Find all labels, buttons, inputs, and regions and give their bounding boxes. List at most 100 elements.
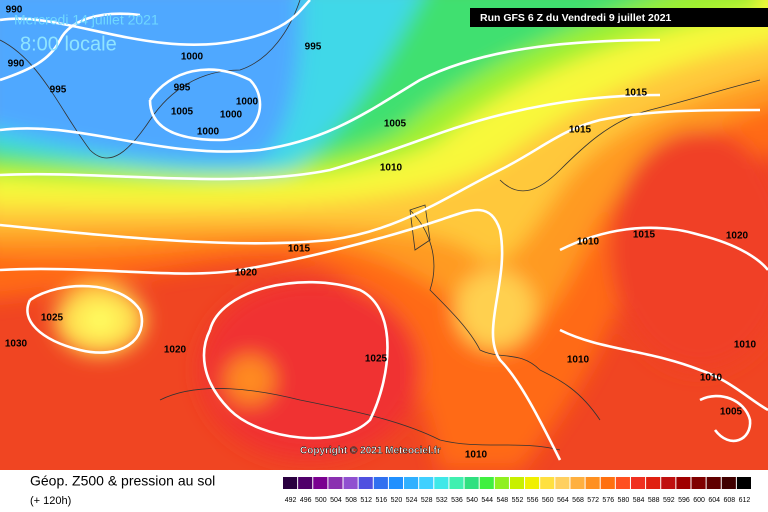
isobar-label: 1010 [380,163,403,174]
color-legend: 492 496 500 504 508 512 516 520 524 528 532 536 540 5… [283,477,751,504]
isobar-label: 990 [8,59,25,70]
legend-label: 528 [421,497,433,504]
isobar-label: 1005 [720,407,743,418]
isobar-label: 1010 [577,237,600,248]
legend-label: 544 [481,497,493,504]
isobar-label: 1010 [700,373,723,384]
legend-label: 564 [557,497,569,504]
legend-swatch [691,477,706,489]
isobar-label: 1025 [41,313,64,324]
isobar-label: 1000 [220,110,243,121]
legend-swatch [419,477,434,489]
legend-swatch [721,477,736,489]
legend-label: 584 [633,497,645,504]
legend-label: 512 [360,497,372,504]
legend-swatch [373,477,388,489]
legend-swatch [404,477,419,489]
legend-swatch [298,477,313,489]
isobar-label: 1020 [726,231,749,242]
isobar-label: 1025 [365,354,388,365]
legend-swatch [615,477,630,489]
map-field [0,0,768,470]
legend-swatch [388,477,404,489]
legend-label: 524 [406,497,418,504]
legend-label: 540 [466,497,478,504]
run-label: Run GFS 6 Z du Vendredi 9 juillet 2021 [480,12,672,24]
legend-swatch [525,477,540,489]
legend-swatch [540,477,555,489]
legend-label: 576 [602,497,614,504]
legend-label: 548 [497,497,509,504]
legend-label: 500 [315,497,327,504]
isobar-label: 1010 [567,355,590,366]
legend-swatch [449,477,464,489]
legend-label: 496 [300,497,312,504]
legend-swatch [570,477,585,489]
legend-swatch [328,477,343,489]
legend-label: 588 [648,497,660,504]
legend-label: 556 [527,497,539,504]
isobar-label: 1015 [288,244,311,255]
legend-label: 600 [693,497,705,504]
legend-label: 516 [375,497,387,504]
legend-swatch [555,477,570,489]
isobar-label: 1015 [569,125,592,136]
legend-label: 508 [345,497,357,504]
legend-label: 608 [723,497,735,504]
isobar-label: 1020 [235,268,258,279]
legend-swatch [343,477,358,489]
legend-swatch [736,477,751,489]
legend-swatch [630,477,646,489]
run-box [470,8,768,27]
isobar-label: 1010 [734,340,757,351]
isobar-label: 995 [305,42,322,53]
legend-label: 596 [678,497,690,504]
legend-label: 536 [451,497,463,504]
isobar-label: 1005 [171,107,194,118]
footer-lead: (+ 120h) [30,495,71,507]
legend-swatch [600,477,615,489]
legend-swatch [358,477,373,489]
legend-label: 604 [708,497,720,504]
isobar-label: 990 [6,5,23,16]
isobar-label: 1020 [164,345,187,356]
isobar-label: 1010 [465,450,488,461]
legend-label: 504 [330,497,342,504]
legend-label: 568 [572,497,584,504]
isobar-label: 1000 [236,97,259,108]
legend-swatch [585,477,600,489]
legend-label: 580 [618,497,630,504]
legend-swatch [464,477,479,489]
legend-label: 552 [512,497,524,504]
legend-label: 560 [542,497,554,504]
footer-title: Géop. Z500 & pression au sol [30,473,215,489]
legend-swatch [283,477,298,489]
isobar-label: 995 [50,85,67,96]
isobar-label: 1030 [5,339,28,350]
legend-label: 492 [285,497,297,504]
legend-label: 592 [663,497,675,504]
legend-swatch [313,477,328,489]
isobar-label: 995 [174,83,191,94]
isobar-label: 1000 [197,127,220,138]
legend-swatch [676,477,691,489]
legend-swatch [509,477,525,489]
legend-swatch [434,477,449,489]
isobar-label: 1015 [625,88,648,99]
legend-swatch [661,477,676,489]
time-label: 8:00 locale [20,33,117,55]
legend-label: 520 [391,497,403,504]
coastlines [0,0,761,451]
legend-swatch [494,477,509,489]
copyright: Copyright © 2021 Meteociel.fr [300,446,441,457]
legend-swatch [646,477,661,489]
date-label: Mercredi 14 juillet 2021 [14,12,159,28]
legend-swatch [706,477,721,489]
legend-label: 612 [739,497,751,504]
isobar-label: 1005 [384,119,407,130]
isobar-label: 1000 [181,52,204,63]
legend-label: 572 [587,497,599,504]
isobars [0,0,768,461]
